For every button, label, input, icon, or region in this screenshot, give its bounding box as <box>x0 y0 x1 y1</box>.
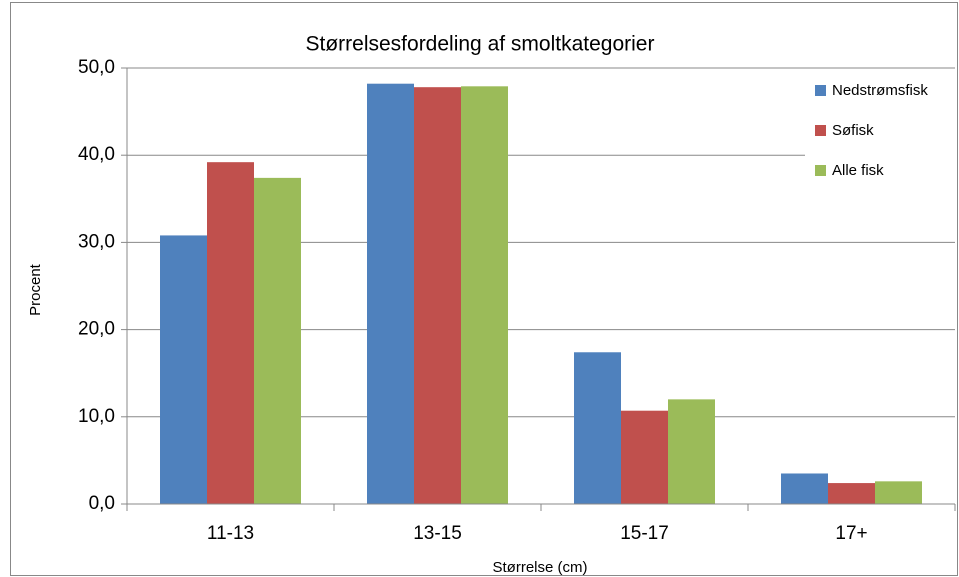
bar <box>414 87 461 505</box>
bar <box>875 481 922 504</box>
y-tick-label: 10,0 <box>78 406 115 427</box>
x-tick-label: 17+ <box>835 523 867 544</box>
legend-swatch <box>815 85 826 96</box>
y-tick-label: 30,0 <box>78 231 115 252</box>
y-tick-label: 20,0 <box>78 319 115 340</box>
bar <box>254 177 301 504</box>
y-tick-label: 50,0 <box>78 57 115 78</box>
bars <box>160 83 922 505</box>
bar <box>668 399 715 504</box>
x-tick-label: 11-13 <box>207 523 254 544</box>
bar <box>160 235 207 504</box>
x-tick-label: 15-17 <box>620 523 669 544</box>
y-axis-label: Procent <box>27 263 44 316</box>
legend-label: Nedstrømsfisk <box>832 82 928 99</box>
x-axis-label: Størrelse (cm) <box>493 559 588 576</box>
legend-swatch <box>815 165 826 176</box>
x-tick-label: 13-15 <box>413 523 462 544</box>
y-tick-label: 40,0 <box>78 144 115 165</box>
chart-title: Størrelsesfordeling af smoltkategorier <box>306 33 655 56</box>
legend-swatch <box>815 125 826 136</box>
bar <box>207 162 254 504</box>
bar <box>574 352 621 504</box>
bar <box>828 483 875 504</box>
bar <box>781 473 828 504</box>
axes: 0,0 10,0 20,0 30,0 40,0 50,0 11-13 13-15 15-17 17… <box>78 57 956 544</box>
legend-label: Søfisk <box>832 122 874 139</box>
legend-label: Alle fisk <box>832 162 884 179</box>
bar <box>621 410 668 504</box>
legend: Nedstrømsfisk Søfisk Alle fisk <box>805 70 957 195</box>
legend-box <box>805 70 957 195</box>
bar <box>367 83 414 505</box>
y-tick-label: 0,0 <box>89 493 115 514</box>
bar <box>461 86 508 504</box>
